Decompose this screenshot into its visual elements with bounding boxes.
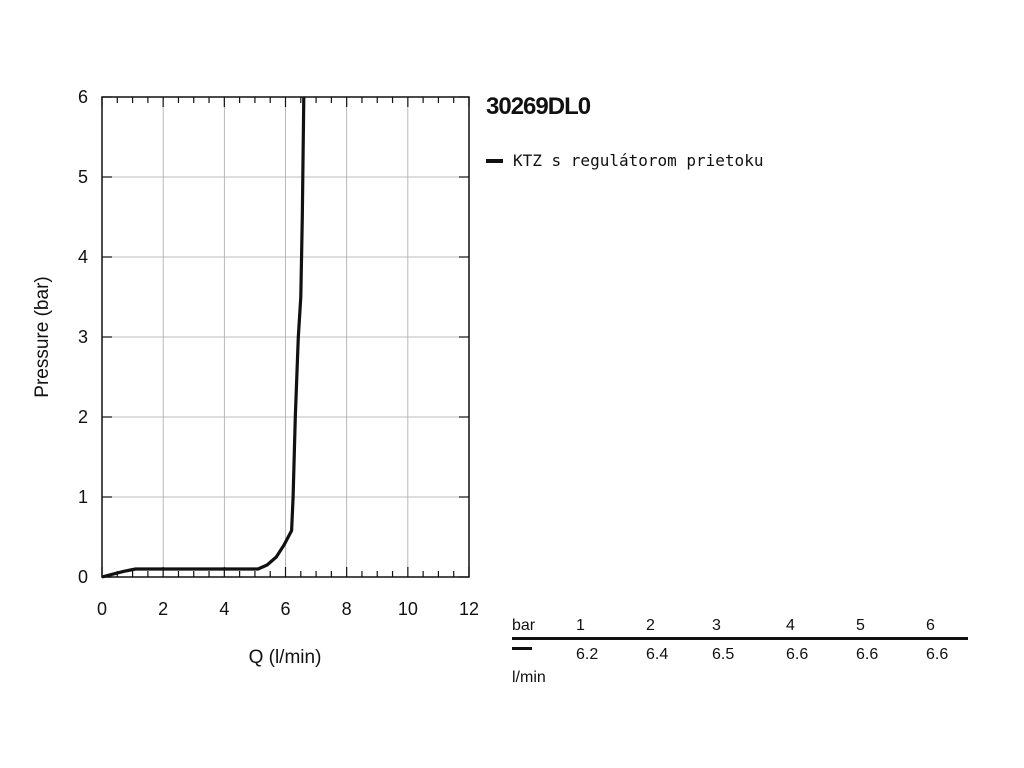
y-tick-label: 0 [78, 567, 88, 587]
grid [102, 97, 469, 577]
series-layer [101, 96, 306, 579]
y-tick-label: 3 [78, 327, 88, 347]
legend: KTZ s regulátorom prietoku [486, 151, 763, 170]
pressure-row: bar 1 2 3 4 5 6 [512, 615, 968, 637]
flow-cell: 6.4 [646, 646, 669, 663]
y-tick-label: 5 [78, 167, 88, 187]
legend-label: KTZ s regulátorom prietoku [513, 151, 764, 170]
x-tick-label: 6 [280, 599, 290, 619]
x-tick-label: 4 [219, 599, 229, 619]
pressure-cell: 1 [576, 617, 585, 634]
x-axis-title: Q (l/min) [249, 647, 322, 668]
flow-row: l/min 6.2 6.4 6.5 6.6 6.6 6.6 [512, 640, 968, 686]
flow-cell: 6.5 [712, 646, 735, 663]
flow-table: bar 1 2 3 4 5 6 l/min 6.2 6.4 6.5 6.6 6.… [512, 615, 968, 686]
pressure-cell: 6 [926, 617, 935, 634]
y-tick-label: 6 [78, 87, 88, 107]
table-divider [512, 637, 968, 640]
pressure-cell: 5 [856, 617, 865, 634]
flow-cell: 6.6 [856, 646, 879, 663]
flow-cell: 6.6 [926, 646, 949, 663]
x-tick-label: 8 [342, 599, 352, 619]
y-tick-label: 1 [78, 487, 88, 507]
product-code: 30269DL0 [486, 93, 591, 120]
flow-unit-label: l/min [512, 669, 546, 686]
y-tick-label: 4 [78, 247, 88, 267]
pressure-cell: 3 [712, 617, 721, 634]
series-line [101, 96, 306, 579]
y-axis-title: Pressure (bar) [32, 276, 53, 397]
legend-swatch [486, 158, 503, 163]
x-tick-label: 10 [398, 599, 418, 619]
x-tick-label: 2 [158, 599, 168, 619]
pressure-cell: 2 [646, 617, 655, 634]
flow-cell: 6.2 [576, 646, 599, 663]
x-tick-label: 12 [459, 599, 479, 619]
y-tick-label: 2 [78, 407, 88, 427]
flow-series-swatch [512, 647, 532, 650]
x-tick-label: 0 [97, 599, 107, 619]
pressure-unit-label: bar [512, 617, 536, 634]
flow-cell: 6.6 [786, 646, 809, 663]
pressure-cell: 4 [786, 617, 795, 634]
plot-frame [101, 96, 470, 578]
